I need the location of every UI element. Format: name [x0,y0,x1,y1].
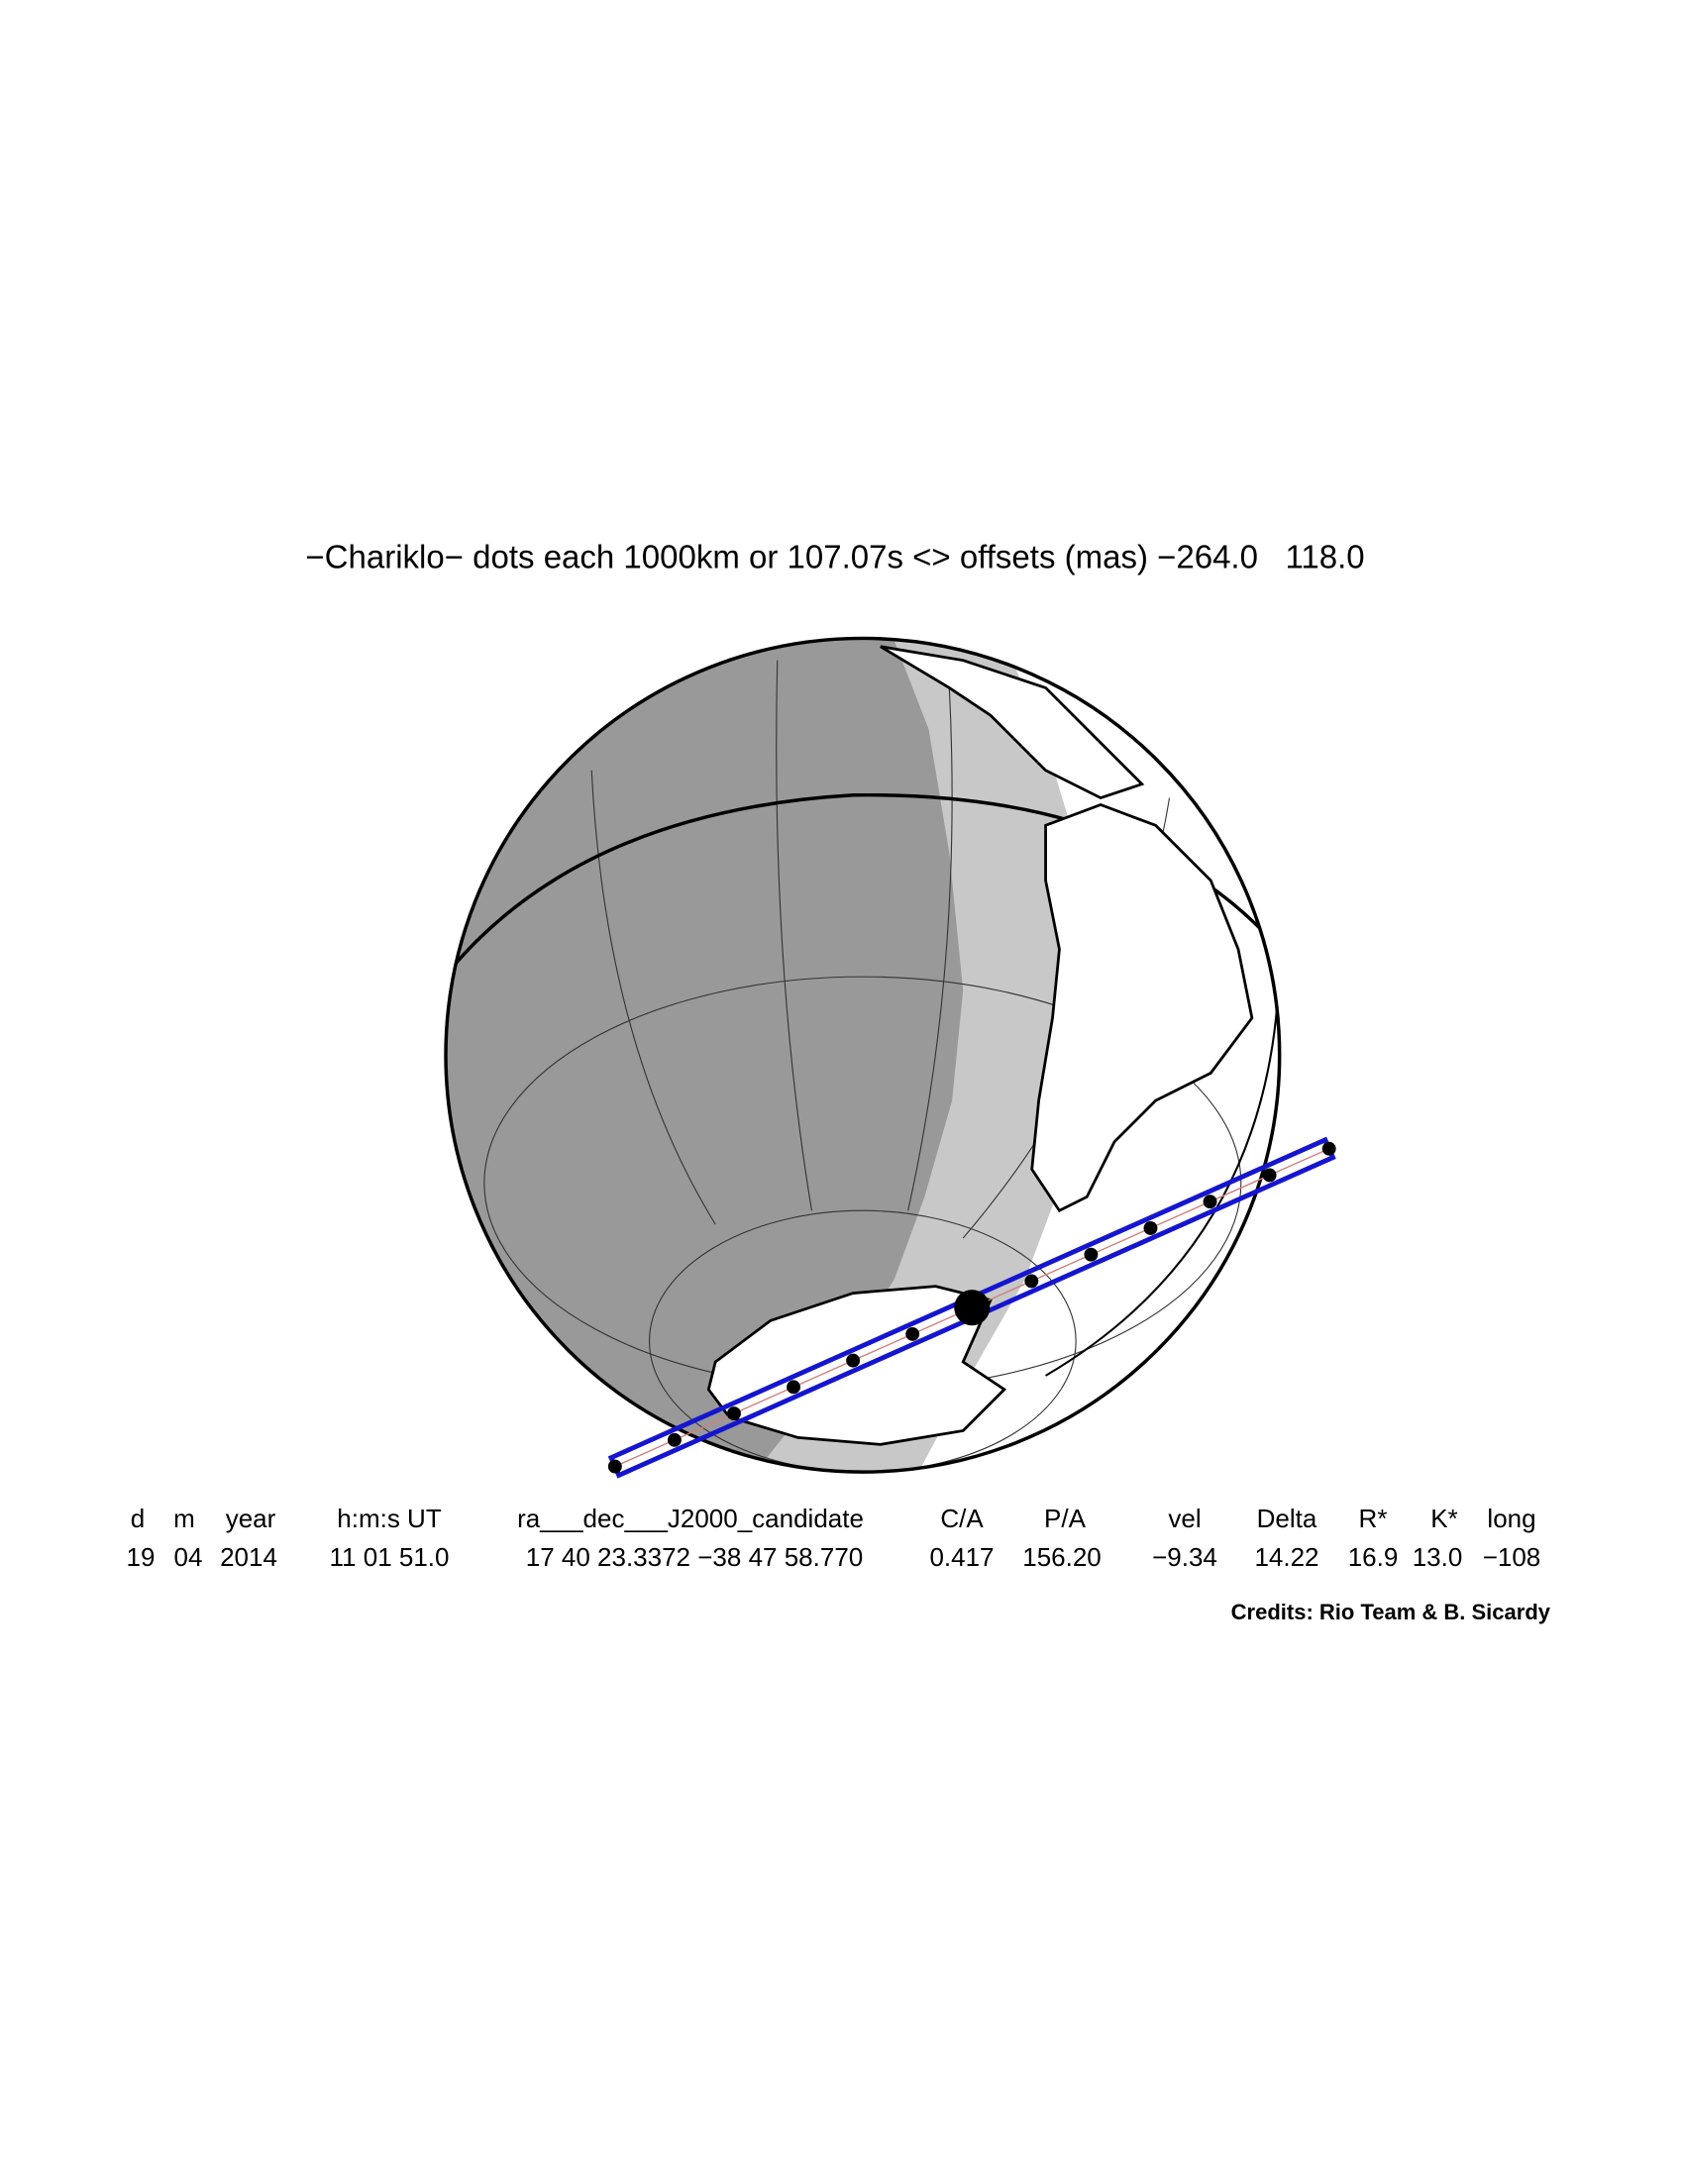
table-value: 156.20 [1022,1542,1102,1572]
table-value: 11 01 51.0 [330,1542,450,1572]
table-header: ra___dec___J2000_candidate [517,1504,864,1533]
table-header: P/A [1044,1504,1087,1533]
track-dot [1143,1220,1158,1235]
table-header: R* [1359,1504,1388,1533]
table-header: Delta [1257,1504,1317,1533]
credits: Credits: Rio Team & B. Sicardy [1231,1600,1551,1624]
table-header: m [173,1504,195,1533]
table-header: year [226,1504,276,1533]
track-dot [1024,1274,1039,1289]
table-header: K* [1430,1504,1457,1533]
table-value: 2014 [220,1542,277,1572]
track-dot [1084,1247,1099,1262]
table-value: 16.9 [1348,1542,1399,1572]
table-value: 0.417 [929,1542,994,1572]
track-dot [1321,1141,1336,1156]
table-header: long [1487,1504,1535,1533]
globe [444,636,1336,1479]
table-value: 14.22 [1254,1542,1318,1572]
track-dot [607,1459,622,1474]
table-value: 04 [174,1542,203,1572]
track-dot [954,1290,991,1326]
table-header: vel [1168,1504,1201,1533]
track-dot [905,1326,920,1341]
table-value: −108 [1483,1542,1541,1572]
track-dot [1262,1168,1277,1183]
title: −Chariklo− dots each 1000km or 107.07s <… [305,539,1364,575]
table-header: h:m:s UT [337,1504,442,1533]
track-dot [846,1353,861,1368]
track-dot [667,1432,682,1447]
table-value: 19 [127,1542,156,1572]
track-dot [727,1406,741,1421]
track-dot [787,1380,800,1395]
table-header: d [131,1504,145,1533]
table-value: 17 40 23.3372 −38 47 58.770 [526,1542,864,1572]
table-value: −9.34 [1152,1542,1217,1572]
track-dot [1203,1195,1217,1209]
table-value: 13.0 [1413,1542,1463,1572]
table-header: C/A [940,1504,984,1533]
